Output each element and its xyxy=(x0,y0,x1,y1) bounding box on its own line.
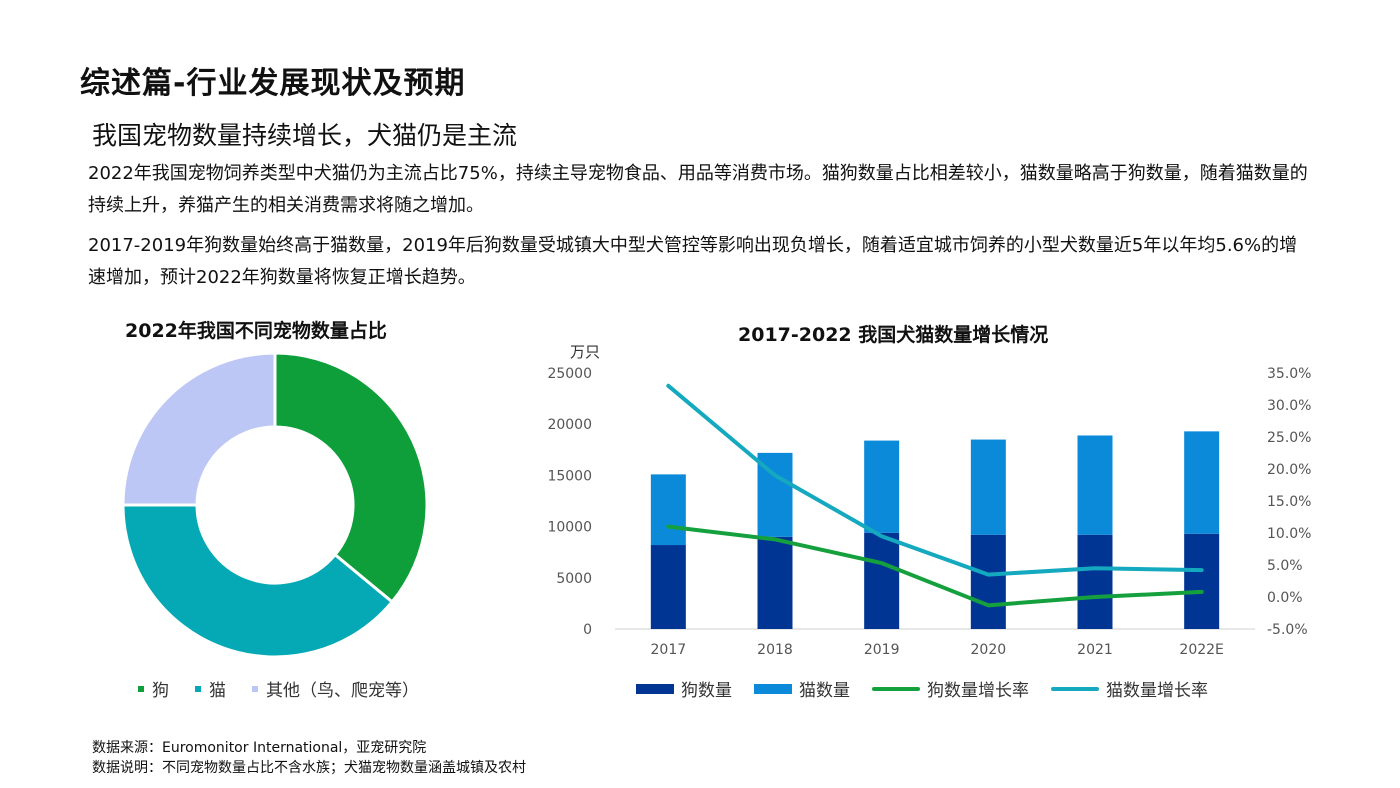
combo-chart-title: 2017-2022 我国犬猫数量增长情况 xyxy=(738,324,1049,346)
cat-growth-line xyxy=(666,383,1204,577)
pie-legend-item: 猫 xyxy=(195,676,226,701)
y-tick-label: 5000 xyxy=(556,571,592,587)
bar-cat-2019 xyxy=(864,440,900,533)
x-tick-label: 2022E xyxy=(1179,642,1223,658)
x-tick-label: 2017 xyxy=(651,642,687,658)
combo-legend-label: 狗数量 xyxy=(681,681,732,701)
legend-marker-icon xyxy=(195,685,201,692)
y2-tick-label: 5.0% xyxy=(1267,558,1303,574)
bar-dog-2021 xyxy=(1077,534,1113,629)
y2-tick-label: 20.0% xyxy=(1267,462,1311,478)
page-subtitle: 我国宠物数量持续增长，犬猫仍是主流 xyxy=(92,121,518,150)
y-tick-label: 20000 xyxy=(547,417,592,433)
y-tick-label: 25000 xyxy=(547,366,592,382)
bar-cat-2022E xyxy=(1184,431,1220,534)
source-line: 数据来源：Euromonitor International，亚宠研究院 xyxy=(92,740,427,756)
pie-legend-item: 其他（鸟、爬宠等） xyxy=(252,676,419,701)
legend-bar-icon xyxy=(754,683,792,694)
combo-chart: 万只 25000 20000 15000 10000 5000 0 35.0% 30.0% 25.… xyxy=(547,343,1311,658)
combo-legend-label: 猫数量 xyxy=(799,681,850,701)
pie-chart-title: 2022年我国不同宠物数量占比 xyxy=(125,320,387,342)
pie-legend-label: 狗 xyxy=(152,681,169,701)
x-tick-label: 2021 xyxy=(1077,642,1113,658)
y-tick-label: 15000 xyxy=(547,468,592,484)
legend-marker-icon xyxy=(252,685,258,692)
combo-legend-item: 猫数量增长率 xyxy=(1051,676,1208,701)
combo-legend: 狗数量 猫数量 狗数量增长率 猫数量增长率 xyxy=(636,676,1208,701)
y2-tick-label: 0.0% xyxy=(1267,590,1303,606)
pie-chart xyxy=(121,351,429,659)
y-tick-label: 10000 xyxy=(547,520,592,536)
data-note-line: 数据说明：不同宠物数量占比不含水族；犬猫宠物数量涵盖城镇及农村 xyxy=(92,760,526,776)
bar-dog-2022E xyxy=(1184,533,1220,629)
legend-line-icon xyxy=(872,686,920,691)
y2-tick-label: -5.0% xyxy=(1267,622,1308,638)
y2-tick-label: 15.0% xyxy=(1267,494,1311,510)
legend-marker-icon xyxy=(138,685,144,692)
bar-cat-2020 xyxy=(970,439,1006,535)
bar-dog-2020 xyxy=(970,534,1006,629)
bar-cat-2017 xyxy=(650,474,686,546)
x-tick-label: 2019 xyxy=(864,642,900,658)
y2-tick-label: 30.0% xyxy=(1267,398,1311,414)
data-source-note: 数据来源：Euromonitor International，亚宠研究院 数据说… xyxy=(92,738,526,778)
combo-legend-label: 狗数量增长率 xyxy=(927,681,1029,701)
combo-legend-item: 猫数量 xyxy=(754,676,850,701)
dog-growth-line xyxy=(666,524,1204,608)
page-title: 综述篇-行业发展现状及预期 xyxy=(80,66,466,101)
x-tick-label: 2018 xyxy=(757,642,793,658)
combo-legend-label: 猫数量增长率 xyxy=(1106,681,1208,701)
y2-tick-label: 10.0% xyxy=(1267,526,1311,542)
y2-tick-label: 25.0% xyxy=(1267,430,1311,446)
paragraph-2: 2017-2019年狗数量始终高于猫数量，2019年后狗数量受城镇大中型犬管控等… xyxy=(88,235,1298,288)
pie-legend-item: 狗 xyxy=(138,676,169,701)
combo-legend-item: 狗数量 xyxy=(636,676,732,701)
pie-legend-label: 其他（鸟、爬宠等） xyxy=(266,681,419,701)
pie-legend-label: 猫 xyxy=(209,681,226,701)
y-tick-label: 0 xyxy=(583,622,592,638)
paragraph-1: 2022年我国宠物饲养类型中犬猫仍为主流占比75%，持续主导宠物食品、用品等消费… xyxy=(88,163,1308,216)
legend-line-icon xyxy=(1051,686,1099,691)
bar-dog-2019 xyxy=(864,532,900,629)
bar-dog-2018 xyxy=(757,536,793,629)
y2-tick-label: 35.0% xyxy=(1267,366,1311,382)
combo-legend-item: 狗数量增长率 xyxy=(872,676,1029,701)
x-tick-label: 2020 xyxy=(971,642,1007,658)
legend-bar-icon xyxy=(636,683,674,694)
bar-cat-2021 xyxy=(1077,435,1113,535)
pie-slice-0 xyxy=(273,351,429,605)
pie-slice-2 xyxy=(121,351,277,507)
pie-legend: 狗 猫 其他（鸟、爬宠等） xyxy=(138,676,419,701)
pie-slice-1 xyxy=(121,503,395,659)
y-axis-unit-label: 万只 xyxy=(570,343,600,361)
bar-dog-2017 xyxy=(650,545,686,629)
